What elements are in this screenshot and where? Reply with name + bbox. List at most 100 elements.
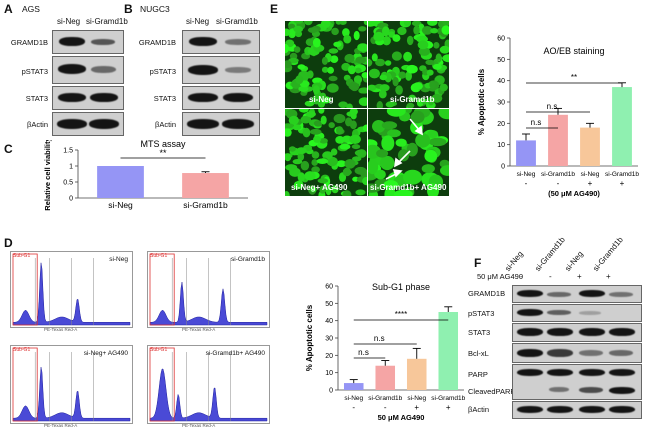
x-tick-label: si-Gramd1b	[541, 171, 575, 178]
significance-label: **	[159, 148, 167, 158]
bar-1	[375, 365, 396, 390]
flow-label: si-Gramd1b	[231, 256, 265, 263]
treatment-mark: -	[525, 179, 528, 188]
significance-label: **	[571, 73, 577, 82]
y-tick-label: 60	[325, 284, 333, 291]
y-tick-label: 60	[497, 36, 505, 43]
blot-strip	[182, 56, 260, 84]
panel-f-lane: si-Neg	[503, 249, 525, 273]
blot-strip	[512, 364, 642, 400]
x-tick-label: si-Neg	[581, 171, 600, 178]
treatment-mark: -	[557, 179, 560, 188]
blot-strip	[182, 86, 260, 110]
bar-0	[516, 140, 536, 166]
panel-b-row-label: pSTAT3	[149, 67, 176, 76]
panel-f-row-label: STAT3	[468, 328, 491, 337]
treatment-mark: -	[352, 403, 355, 412]
significance-label: ****	[395, 310, 407, 319]
panel-f-row-label: βActin	[468, 405, 489, 414]
bar-1	[548, 114, 568, 166]
panel-f-row-label: GRAMD1B	[468, 289, 506, 298]
significance-label: n.s	[358, 348, 369, 357]
micrograph-label: si-Gramd1b	[390, 95, 435, 104]
panel-f-lane: si-Gramd1b	[533, 235, 567, 273]
x-tick-label: si-Neg	[407, 395, 426, 402]
panel-a-row-label: βActin	[27, 120, 48, 129]
flow-histogram: si-Neg+ AG490 Sub-G1	[10, 345, 133, 424]
y-tick-label: 30	[497, 100, 505, 107]
panel-f-row-label: CleavedPARP	[468, 387, 516, 396]
panel-label-b: B	[124, 2, 133, 16]
chart-title: Sub-G1 phase	[372, 282, 430, 292]
bar-2	[580, 127, 600, 166]
blot-strip	[512, 401, 642, 419]
y-tick-label: 10	[325, 370, 333, 377]
significance-label: n.s	[531, 118, 542, 127]
treatment-mark: +	[446, 403, 451, 412]
y-tick-label: 20	[497, 121, 505, 128]
panel-f-row-label: Bcl-xL	[468, 349, 489, 358]
panel-a-cell-line: AGS	[22, 4, 40, 14]
y-tick-label: 50	[497, 57, 505, 64]
blot-strip	[512, 323, 642, 342]
x-tick-label: si-Gramd1b	[368, 395, 402, 402]
y-tick-label: 1	[69, 164, 73, 171]
sub-g1-gate-label: Sub-G1	[13, 253, 31, 259]
panel-a-row-label: STAT3	[25, 94, 48, 103]
panel-f-ag490-label: 50 μM AG490	[477, 272, 524, 281]
panel-f-ag490-mark: +	[577, 272, 582, 281]
treatment-mark: +	[620, 179, 625, 188]
significance-label: n.s	[374, 334, 385, 343]
chart-title: MTS assay	[140, 140, 186, 149]
flow-label: si-Neg+ AG490	[83, 350, 128, 357]
panel-label-d: D	[4, 236, 13, 250]
x-tick-label: si-Neg	[517, 171, 536, 178]
panel-f-row-label: PARP	[468, 370, 488, 379]
y-tick-label: 0.5	[63, 180, 73, 187]
treatment-label: (50 μM AG490)	[548, 189, 600, 198]
panel-a-row-label: pSTAT3	[21, 67, 48, 76]
panel-label-e: E	[270, 2, 279, 16]
y-tick-label: 50	[325, 301, 333, 308]
blot-strip	[52, 112, 124, 136]
bar-0	[343, 383, 364, 390]
micrograph-si-neg: si-Neg	[284, 20, 368, 109]
flow-x-axis-label: PE-Texas Red-A	[182, 423, 216, 428]
panel-f-ag490-mark: +	[606, 272, 611, 281]
y-tick-label: 1.5	[63, 148, 73, 155]
bar-3	[438, 312, 459, 390]
flow-histogram: si-Neg Sub-G1	[10, 251, 133, 328]
chart-d-sub-g1: Sub-G1 phase 0 10 20 30 40 50 60 % Apoptotic cel…	[305, 282, 466, 422]
y-axis-label: Relative cell viability	[43, 140, 52, 211]
panel-a-lane-1: si-Neg	[57, 17, 81, 26]
blot-strip	[512, 304, 642, 322]
x-tick-label: si-Gramd1b	[431, 395, 465, 402]
panel-a-lane-2: si-Gramd1b	[86, 17, 128, 26]
flow-histogram: si-Gramd1b Sub-G1	[147, 251, 270, 328]
blot-strip	[52, 30, 124, 54]
blot-strip	[182, 30, 260, 54]
flow-x-axis-label: PE-Texas Red-A	[44, 423, 78, 428]
y-axis-label: % Apoptotic cells	[305, 304, 314, 371]
panel-label-a: A	[4, 2, 13, 16]
blot-strip	[52, 56, 124, 84]
treatment-mark: +	[588, 179, 593, 188]
x-tick-label: si-Neg	[344, 395, 363, 402]
y-tick-label: 20	[325, 353, 333, 360]
y-axis-label: % Apoptotic cells	[477, 68, 486, 135]
panel-f-lane: si-Neg	[563, 249, 585, 273]
flow-label: si-Neg	[109, 256, 128, 263]
panel-f-lane: si-Gramd1b	[591, 235, 625, 273]
x-tick-label: si-Gramd1b	[183, 200, 228, 210]
treatment-mark: -	[384, 403, 387, 412]
blot-strip	[52, 86, 124, 110]
panel-b-row-label: βActin	[155, 120, 176, 129]
panel-b-row-label: STAT3	[153, 94, 176, 103]
x-tick-label: si-Gramd1b	[605, 171, 639, 178]
chart-e-ao-eb: AO/EB staining 0 10 20 30 40 50 60 % Apoptotic c…	[477, 36, 639, 199]
chart-c-mts: MTS assay 0 0.5 1 1.5 Relative cell viability…	[43, 140, 248, 211]
sub-g1-gate-label: Sub-G1	[13, 347, 31, 353]
y-tick-label: 40	[497, 78, 505, 85]
blot-strip	[512, 343, 642, 363]
micrograph-si-gramd1b: si-Gramd1b	[367, 20, 450, 109]
